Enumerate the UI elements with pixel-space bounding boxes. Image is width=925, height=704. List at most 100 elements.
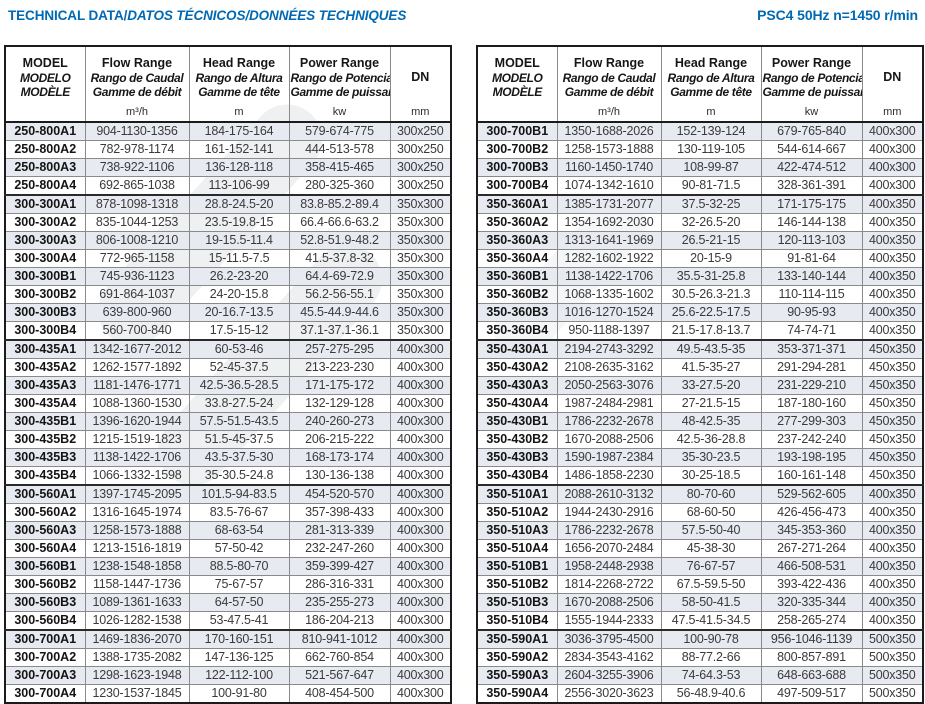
flow-cell: 1555-1944-2333 bbox=[556, 611, 662, 631]
table-row: 250-800A1 904-1130-1356 184-175-164 579-674… bbox=[4, 121, 452, 141]
flow-cell: 3036-3795-4500 bbox=[556, 629, 662, 649]
table-row: 300-300B1 745-936-1123 26.2-23-20 64.4-69-7… bbox=[4, 267, 452, 286]
power-cell: 56.2-56-55.1 bbox=[288, 285, 391, 304]
flow-cell: 1160-1450-1740 bbox=[556, 158, 662, 177]
flow-unit: m³/h bbox=[126, 106, 148, 118]
table-row: 300-300B2 691-864-1037 24-20-15.8 56.2-56-5… bbox=[4, 285, 452, 304]
flow-cell: 1670-2088-2506 bbox=[556, 593, 662, 612]
dn-cell: 350x300 bbox=[389, 194, 452, 214]
flow-cell: 1590-1987-2384 bbox=[556, 448, 662, 467]
flow-cell: 691-864-1037 bbox=[84, 285, 190, 304]
table-row: 350-430A2 2108-2635-3162 41.5-35-27 291-294… bbox=[476, 358, 924, 377]
tables-container: MODEL MODELO MODÈLE Flow Range Rango de … bbox=[4, 45, 924, 704]
dn-cell: 450x350 bbox=[861, 430, 924, 449]
table-header: MODEL MODELO MODÈLE Flow Range Rango de … bbox=[4, 45, 452, 123]
flow-cell: 772-965-1158 bbox=[84, 249, 190, 268]
head-cell: 53-47.5-41 bbox=[188, 611, 290, 631]
dn-cell: 350x300 bbox=[389, 321, 452, 341]
power-unit: kw bbox=[332, 106, 347, 118]
model-cell: 350-360B4 bbox=[476, 321, 558, 341]
dn-cell: 400x300 bbox=[389, 611, 452, 631]
power-cell: 186-204-213 bbox=[288, 611, 391, 631]
head-cell: 122-112-100 bbox=[188, 666, 290, 685]
table-header: MODEL MODELO MODÈLE Flow Range Rango de … bbox=[476, 45, 924, 123]
model-cell: 350-510A1 bbox=[476, 484, 558, 504]
flow-cell: 904-1130-1356 bbox=[84, 121, 190, 141]
model-cell: 350-590A3 bbox=[476, 666, 558, 685]
power-cell: 353-371-371 bbox=[760, 339, 863, 359]
head-cell: 101.5-94-83.5 bbox=[188, 484, 290, 504]
table-row: 300-435A2 1262-1577-1892 52-45-37.5 213-223… bbox=[4, 358, 452, 377]
dn-cell: 400x300 bbox=[389, 521, 452, 540]
flow-cell: 1282-1602-1922 bbox=[556, 249, 662, 268]
table-row: 300-560B3 1089-1361-1633 64-57-50 235-255-2… bbox=[4, 593, 452, 612]
dn-cell: 350x300 bbox=[389, 285, 452, 304]
model-cell: 350-360A2 bbox=[476, 213, 558, 232]
model-cell: 300-300B2 bbox=[4, 285, 86, 304]
power-cell: 171-175-175 bbox=[760, 194, 863, 214]
model-cell: 350-430A2 bbox=[476, 358, 558, 377]
power-cell: 648-663-688 bbox=[760, 666, 863, 685]
table-row: 350-430B2 1670-2088-2506 42.5-36-28.8 237-2… bbox=[476, 430, 924, 449]
table-row: 300-300A1 878-1098-1318 28.8-24.5-20 83.8-8… bbox=[4, 194, 452, 214]
model-cell: 250-800A3 bbox=[4, 158, 86, 177]
table-row: 350-360B4 950-1188-1397 21.5-17.8-13.7 74-7… bbox=[476, 321, 924, 341]
power-cell: 454-520-570 bbox=[288, 484, 391, 504]
model-cell: 350-510B4 bbox=[476, 611, 558, 631]
dn-cell: 400x300 bbox=[389, 430, 452, 449]
power-range-column-header: Power Range Rango de Potencia Gamme de p… bbox=[288, 45, 391, 123]
model-cell: 350-510A3 bbox=[476, 521, 558, 540]
model-cell: 350-360A4 bbox=[476, 249, 558, 268]
dn-cell: 300x250 bbox=[389, 121, 452, 141]
table-row: 350-360B2 1068-1335-1602 30.5-26.3-21.3 110… bbox=[476, 285, 924, 304]
model-cell: 350-360A1 bbox=[476, 194, 558, 214]
dn-cell: 350x300 bbox=[389, 249, 452, 268]
model-cell: 300-700B2 bbox=[476, 140, 558, 159]
model-cell: 300-560A4 bbox=[4, 539, 86, 558]
head-cell: 24-20-15.8 bbox=[188, 285, 290, 304]
head-cell: 74-64.3-53 bbox=[660, 666, 762, 685]
dn-cell: 350x300 bbox=[389, 213, 452, 232]
flow-cell: 1350-1688-2026 bbox=[556, 121, 662, 141]
head-cell: 58-50-41.5 bbox=[660, 593, 762, 612]
head-cell: 51.5-45-37.5 bbox=[188, 430, 290, 449]
power-cell: 393-422-436 bbox=[760, 575, 863, 594]
flow-cell: 1074-1342-1610 bbox=[556, 176, 662, 196]
power-cell: 800-857-891 bbox=[760, 648, 863, 667]
table-row: 300-435B1 1396-1620-1944 57.5-51.5-43.5 240… bbox=[4, 412, 452, 431]
power-cell: 320-335-344 bbox=[760, 593, 863, 612]
power-cell: 521-567-647 bbox=[288, 666, 391, 685]
table-row: 350-510A3 1786-2232-2678 57.5-50-40 345-353… bbox=[476, 521, 924, 540]
dn-cell: 450x350 bbox=[861, 358, 924, 377]
flow-cell: 2088-2610-3132 bbox=[556, 484, 662, 504]
flow-cell: 835-1044-1253 bbox=[84, 213, 190, 232]
table-row: 350-510B3 1670-2088-2506 58-50-41.5 320-335… bbox=[476, 593, 924, 612]
head-cell: 35.5-31-25.8 bbox=[660, 267, 762, 286]
table-row: 300-700B3 1160-1450-1740 108-99-87 422-474-… bbox=[476, 158, 924, 177]
power-cell: 358-415-465 bbox=[288, 158, 391, 177]
flow-cell: 1316-1645-1974 bbox=[84, 503, 190, 522]
head-cell: 161-152-141 bbox=[188, 140, 290, 159]
model-cell: 350-360B2 bbox=[476, 285, 558, 304]
model-cell: 300-435B1 bbox=[4, 412, 86, 431]
model-cell: 300-560B3 bbox=[4, 593, 86, 612]
dn-cell: 500x350 bbox=[861, 648, 924, 667]
dn-column-header: DN mm bbox=[389, 45, 452, 123]
table-row: 350-510B4 1555-1944-2333 47.5-41.5-34.5 258… bbox=[476, 611, 924, 631]
head-cell: 30-25-18.5 bbox=[660, 466, 762, 486]
dn-cell: 400x300 bbox=[389, 557, 452, 576]
power-cell: 171-175-172 bbox=[288, 376, 391, 395]
model-cell: 350-360B1 bbox=[476, 267, 558, 286]
head-cell: 42.5-36.5-28.5 bbox=[188, 376, 290, 395]
model-cell: 350-510B3 bbox=[476, 593, 558, 612]
flow-cell: 1342-1677-2012 bbox=[84, 339, 190, 359]
model-cell: 350-590A2 bbox=[476, 648, 558, 667]
dn-cell: 450x350 bbox=[861, 448, 924, 467]
power-cell: 544-614-667 bbox=[760, 140, 863, 159]
table-row: 300-435B4 1066-1332-1598 35-30.5-24.8 130-1… bbox=[4, 466, 452, 486]
model-cell: 300-300B1 bbox=[4, 267, 86, 286]
head-cell: 23.5-19.8-15 bbox=[188, 213, 290, 232]
power-cell: 52.8-51.9-48.2 bbox=[288, 231, 391, 250]
dn-cell: 400x350 bbox=[861, 557, 924, 576]
power-cell: 231-229-210 bbox=[760, 376, 863, 395]
